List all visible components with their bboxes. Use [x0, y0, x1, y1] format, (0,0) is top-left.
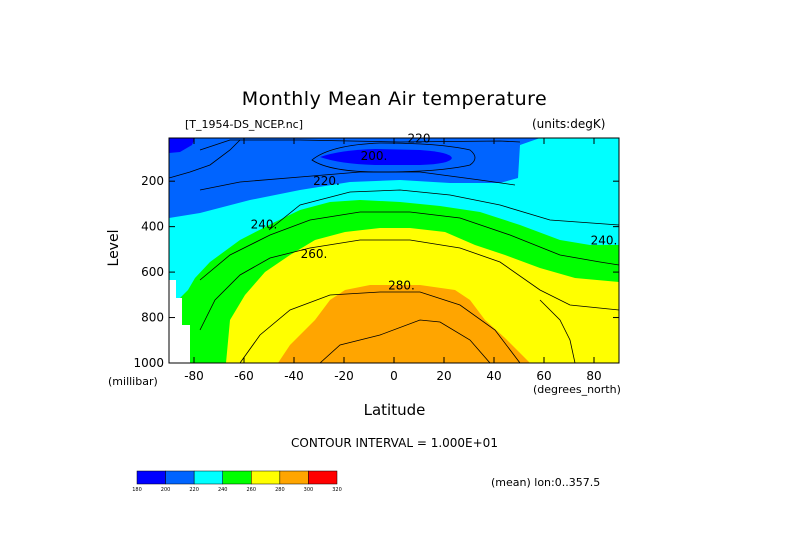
colorbar-label: 220: [189, 487, 199, 493]
colorbar-swatch: [251, 470, 281, 485]
y-tick-label: 800: [141, 311, 164, 325]
colorbar-swatch: [222, 470, 252, 485]
contour-label: 220.: [313, 174, 340, 188]
missing-data-patch: [169, 280, 190, 363]
x-tick-label: 60: [536, 369, 551, 383]
y-axis-unit: (millibar): [108, 375, 158, 388]
colorbar-label: 280: [275, 487, 285, 493]
colorbar-label: 300: [304, 487, 314, 493]
x-axis-label: Latitude: [363, 401, 426, 419]
colorbar: 180 200 220 240 260 280 300 320: [132, 470, 342, 493]
y-tick-label: 1000: [133, 356, 164, 370]
contour-line-1: [199, 139, 521, 151]
contour-label: 240.: [591, 233, 618, 247]
colorbar-swatch: [165, 470, 195, 485]
contour-label-group: 220 200. 220. 240. 260. 280. 240.: [251, 132, 618, 293]
contour-label: 200.: [361, 149, 388, 163]
contour-label: 260.: [301, 247, 328, 261]
x-tick-label: -80: [184, 369, 204, 383]
chart-title: Monthly Mean Air temperature: [241, 88, 548, 110]
contour-label: 240.: [251, 217, 278, 231]
x-tick-label: -20: [334, 369, 354, 383]
x-tick-label: -40: [284, 369, 304, 383]
contour-label: 280.: [388, 279, 415, 293]
contour-line-7: [199, 239, 619, 331]
x-tick-label: 40: [486, 369, 501, 383]
colorbar-swatch: [308, 470, 338, 485]
contour-line-8: [239, 291, 521, 363]
file-label: [T_1954-DS_NCEP.nc]: [185, 118, 304, 131]
contour-line-10: [539, 299, 576, 363]
y-tick-label: 200: [141, 174, 164, 188]
x-tick-label: 0: [390, 369, 398, 383]
colorbar-label: 200: [161, 487, 171, 493]
band-190-200: [320, 149, 452, 165]
contour-interval-label: CONTOUR INTERVAL = 1.000E+01: [291, 436, 498, 450]
y-ticks: 200 400 600 800 1000: [133, 174, 619, 370]
colorbar-label: 240: [218, 487, 228, 493]
y-tick-label: 600: [141, 265, 164, 279]
x-ticks: -80 -60 -40 -20 0 20 40 60 80: [184, 138, 602, 383]
y-tick-label: 400: [141, 220, 164, 234]
x-axis-unit: (degrees_north): [533, 383, 621, 396]
colorbar-swatch: [136, 470, 166, 485]
contour-lines: [169, 139, 619, 363]
contour-line-5: [268, 189, 619, 231]
contour-line-9: [319, 319, 491, 363]
colorbar-label: 180: [132, 487, 142, 493]
colorbar-swatch: [193, 470, 223, 485]
x-tick-label: 20: [436, 369, 451, 383]
band-280-290: [278, 285, 530, 363]
mean-label: (mean) lon:0..357.5: [491, 476, 601, 489]
units-label: (units:degK): [532, 117, 606, 131]
contour-fills: [169, 138, 619, 363]
contour-line-4: [199, 171, 516, 191]
colorbar-swatch: [279, 470, 309, 485]
contour-label: 220: [408, 132, 431, 146]
band-corner-cold: [169, 138, 195, 153]
x-tick-label: 80: [586, 369, 601, 383]
colorbar-label: 260: [247, 487, 257, 493]
colorbar-label: 320: [332, 487, 342, 493]
contour-line-3: [169, 139, 241, 179]
contour-line-6: [199, 211, 619, 281]
x-tick-label: -60: [234, 369, 254, 383]
